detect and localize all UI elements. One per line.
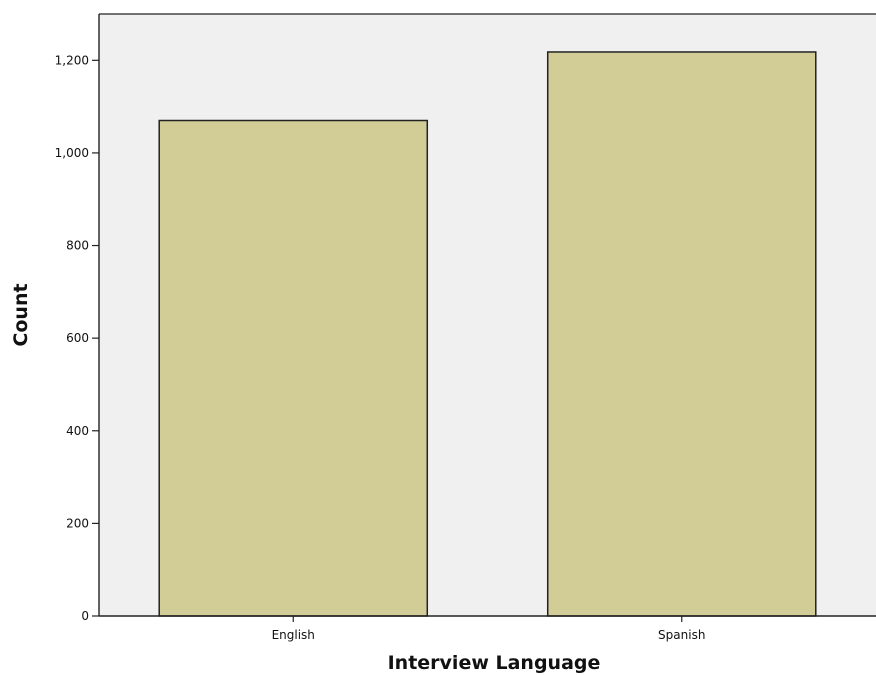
x-tick-label: English bbox=[272, 628, 315, 642]
y-tick-label: 200 bbox=[66, 516, 89, 530]
x-tick-label: Spanish bbox=[658, 628, 705, 642]
y-tick-label: 1,000 bbox=[55, 146, 89, 160]
x-axis-title: Interview Language bbox=[388, 652, 601, 674]
bar-english bbox=[158, 119, 429, 617]
bars-group bbox=[158, 51, 817, 617]
x-axis-ticks: English Spanish bbox=[272, 616, 705, 642]
y-tick-label: 0 bbox=[81, 609, 89, 623]
y-tick-label: 400 bbox=[66, 424, 89, 438]
y-tick-label: 600 bbox=[66, 331, 89, 345]
y-axis-title: Count bbox=[10, 283, 32, 346]
y-tick-label: 1,200 bbox=[55, 53, 89, 67]
y-axis-ticks: 0 200 400 600 800 1,000 1,200 bbox=[55, 53, 99, 623]
bar-spanish bbox=[546, 51, 817, 617]
y-tick-label: 800 bbox=[66, 239, 89, 253]
